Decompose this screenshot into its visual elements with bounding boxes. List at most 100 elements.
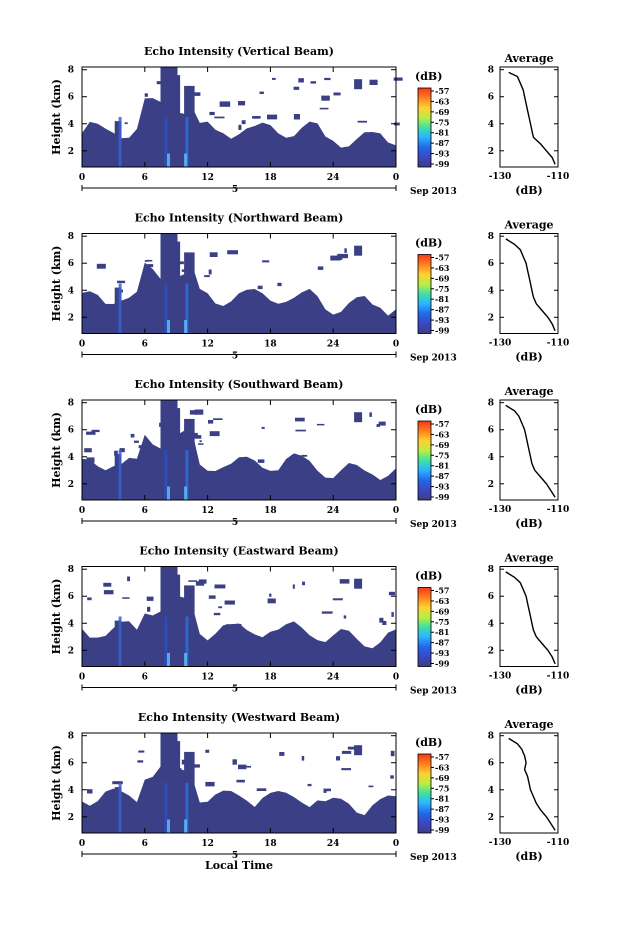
panel-1: Echo Intensity (Northward Beam)2468Heigh… [50, 212, 569, 364]
echo-cell [238, 124, 242, 130]
echo-core [167, 486, 170, 500]
echo-core [167, 653, 170, 667]
panel-3: Echo Intensity (Eastward Beam)2468Height… [50, 545, 569, 697]
echo-cell [310, 81, 317, 84]
echo-cell [238, 764, 247, 770]
echo-cell [321, 611, 333, 614]
echo-cell [321, 95, 330, 101]
colorbar-tick-label: -87 [435, 471, 449, 481]
echo-cell [127, 576, 130, 582]
echo-cell [213, 418, 223, 420]
month-label: Sep 2013 [410, 520, 457, 530]
profile-title: Average [503, 385, 553, 398]
profile-x-tick-label: -110 [547, 172, 570, 182]
plot-frame [81, 732, 397, 834]
date-label: 5 [232, 185, 238, 195]
echo-cell [295, 417, 305, 422]
echo-field [82, 233, 396, 334]
echo-cell [218, 606, 223, 609]
echo-core [164, 283, 168, 334]
echo-cell [277, 282, 282, 287]
echo-core [167, 153, 170, 167]
date-label: 5 [232, 685, 238, 695]
echo-cell [238, 101, 246, 106]
x-tick-label: 6 [142, 340, 148, 350]
profile-x-tick-label: -130 [489, 339, 512, 349]
echo-cell [91, 429, 100, 433]
profile-x-label: (dB) [515, 684, 542, 697]
echo-column [184, 418, 195, 500]
echo-cell [256, 788, 267, 791]
plot-frame [81, 399, 397, 501]
echo-field [82, 400, 396, 500]
echo-cell [354, 412, 363, 423]
echo-cell [379, 617, 384, 623]
profile-line [505, 238, 556, 332]
y-tick-label: 6 [68, 592, 74, 602]
echo-core [118, 283, 122, 334]
echo-cell [293, 114, 300, 120]
colorbar-tick-label: -75 [435, 450, 449, 460]
profile-frame [499, 732, 559, 834]
echo-cell [241, 120, 246, 125]
echo-cell [134, 440, 139, 443]
y-tick-label: 4 [68, 786, 74, 796]
profile-y-tick-label: 8 [488, 732, 494, 742]
echo-cell [224, 600, 235, 605]
echo-column [184, 252, 195, 334]
colorbar-tick-label: -69 [435, 606, 450, 616]
echo-cell [262, 260, 270, 263]
x-tick-label: 24 [327, 506, 340, 516]
echo-core [185, 117, 189, 167]
profile-y-tick-label: 4 [488, 120, 494, 130]
colorbar-tick-label: -63 [435, 96, 450, 106]
colorbar [417, 753, 432, 834]
colorbar-tick-label: -69 [435, 273, 450, 283]
echo-core [185, 783, 189, 833]
y-tick-label: 4 [68, 619, 74, 629]
x-tick-label: 18 [264, 839, 277, 849]
echo-column [114, 287, 122, 334]
x-tick-label: 18 [264, 173, 277, 183]
colorbar-tick-label: -93 [435, 149, 450, 159]
echo-cell [354, 79, 363, 90]
echo-cell [376, 424, 380, 427]
colorbar-tick-label: -87 [435, 804, 449, 814]
echo-cell [301, 454, 308, 457]
profile-x-tick-label: -110 [547, 838, 570, 848]
echo-cell [199, 440, 202, 443]
echo-layer [82, 98, 396, 167]
echo-cell [119, 448, 125, 453]
echo-column [184, 585, 195, 667]
echo-layer [82, 430, 396, 500]
profile-x-tick-label: -110 [547, 339, 570, 349]
echo-cell [259, 91, 264, 94]
x-tick-label: 12 [201, 673, 214, 683]
echo-cell [357, 120, 367, 123]
echo-core [167, 320, 170, 334]
echo-cell [84, 448, 92, 453]
x-tick-label: 0 [79, 340, 85, 350]
colorbar-tick-label: -81 [435, 294, 449, 304]
echo-cell [347, 746, 358, 750]
colorbar-tick-label: -99 [435, 659, 450, 669]
colorbar-tick-label: -81 [435, 461, 449, 471]
x-tick-label: 6 [142, 673, 148, 683]
echo-core [185, 616, 189, 667]
echo-cell [267, 114, 278, 120]
echo-core [184, 486, 188, 500]
echo-cell [189, 410, 198, 415]
echo-field [82, 566, 396, 667]
profile-x-tick-label: -130 [489, 505, 512, 515]
x-tick-label: 12 [201, 173, 214, 183]
colorbar-tick-label: -99 [435, 159, 450, 169]
profile-y-tick-label: 2 [488, 646, 494, 656]
echo-cell [332, 598, 343, 601]
echo-cell [257, 285, 263, 290]
colorbar-tick-label: -69 [435, 440, 450, 450]
echo-cell [147, 264, 154, 268]
echo-cell [205, 781, 215, 787]
profile-frame [499, 566, 559, 667]
echo-cell [147, 606, 151, 612]
echo-cell [208, 269, 212, 275]
